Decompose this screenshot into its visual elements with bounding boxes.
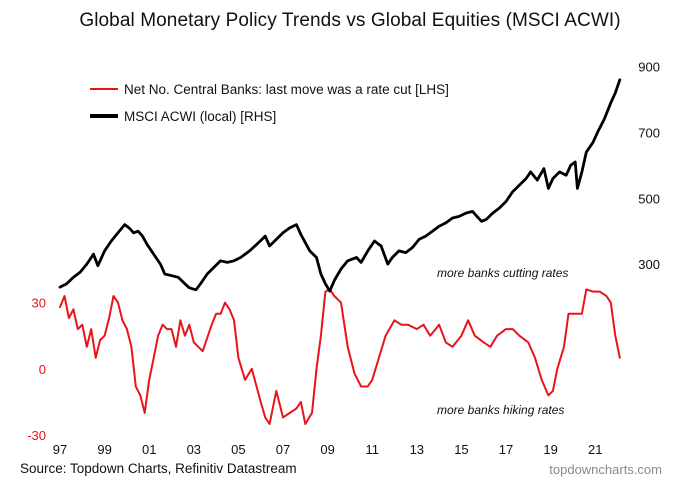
annotation-hiking: more banks hiking rates <box>437 403 564 417</box>
chart-title: Global Monetary Policy Trends vs Global … <box>79 10 621 31</box>
x-tick-label-03: 03 <box>187 442 201 457</box>
annotation-cutting: more banks cutting rates <box>437 266 568 280</box>
watermark: topdowncharts.com <box>549 462 662 477</box>
x-tick-label-97: 97 <box>53 442 67 457</box>
x-tick-label-99: 99 <box>97 442 111 457</box>
left-tick-label: 0 <box>39 362 46 377</box>
x-tick-label-17: 17 <box>499 442 513 457</box>
legend: Net No. Central Banks: last move was a r… <box>90 82 449 124</box>
right-tick-label: 300 <box>638 257 660 272</box>
x-tick-label-07: 07 <box>276 442 290 457</box>
x-tick-label-15: 15 <box>454 442 468 457</box>
right-tick-label: 500 <box>638 191 660 206</box>
x-tick-label-21: 21 <box>588 442 602 457</box>
series-line-msci-acwi <box>58 78 622 293</box>
series-line-central-banks <box>59 288 621 425</box>
x-tick-label-09: 09 <box>320 442 334 457</box>
x-tick-label-19: 19 <box>543 442 557 457</box>
left-tick-label: 30 <box>32 296 46 311</box>
x-tick-label-01: 01 <box>142 442 156 457</box>
legend-label-black: MSCI ACWI (local) [RHS] <box>124 109 276 124</box>
legend-label-red: Net No. Central Banks: last move was a r… <box>124 82 449 97</box>
right-tick-label: 900 <box>638 60 660 75</box>
x-tick-label-11: 11 <box>365 442 379 457</box>
source-note: Source: Topdown Charts, Refinitiv Datast… <box>20 461 297 476</box>
left-tick-label: -30 <box>27 428 46 443</box>
x-tick-label-05: 05 <box>231 442 245 457</box>
right-tick-label: 700 <box>638 125 660 140</box>
x-tick-label-13: 13 <box>410 442 424 457</box>
